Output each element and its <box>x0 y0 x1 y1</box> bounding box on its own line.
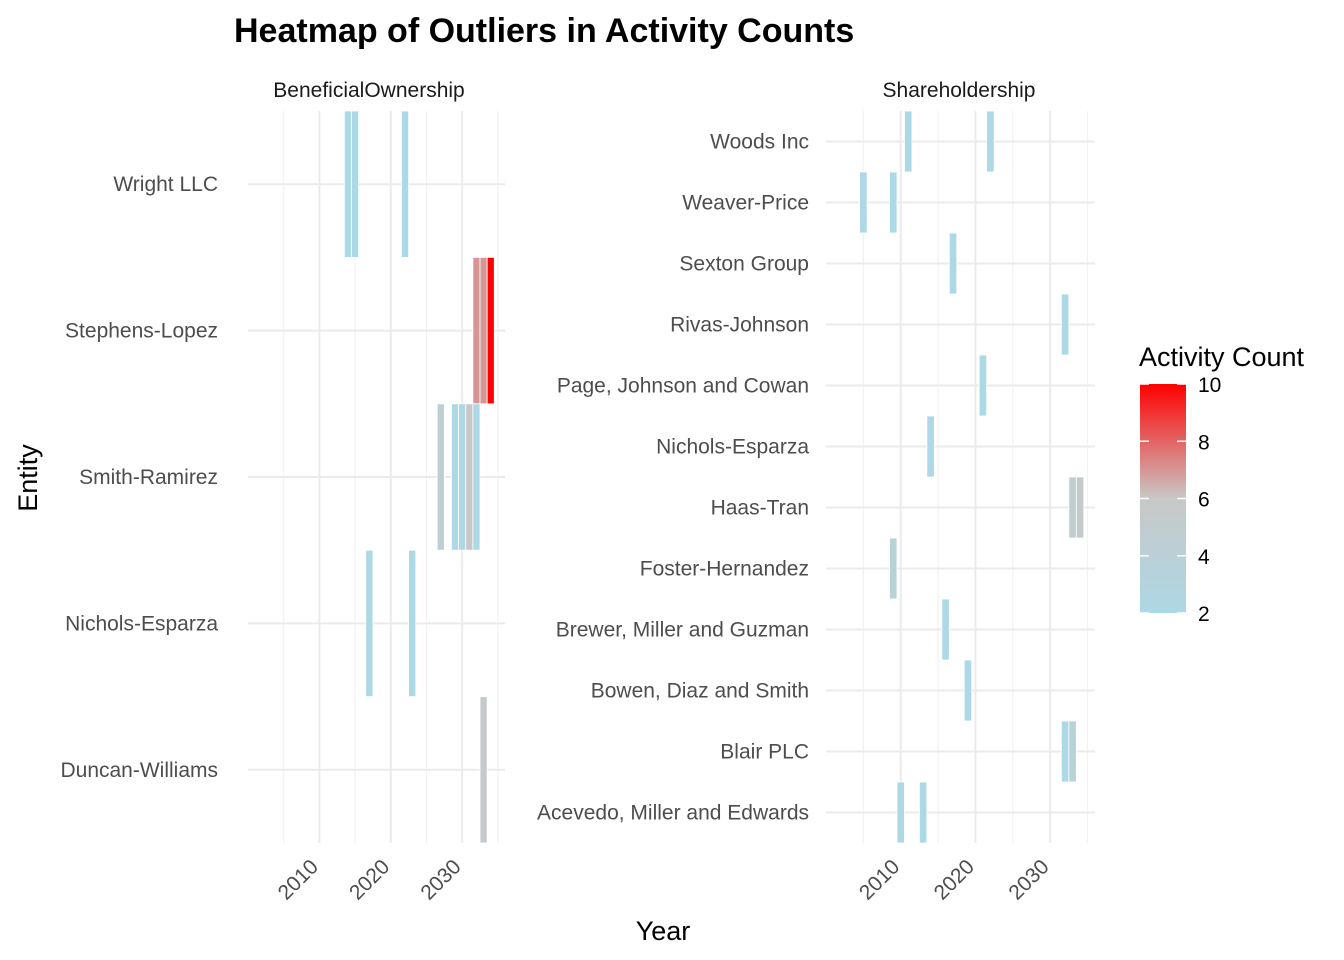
legend: Activity Count 2 4 6 8 10 <box>1139 342 1305 626</box>
y-tick-label: Brewer, Miller and Guzman <box>556 619 809 642</box>
heatmap-cell <box>941 598 950 661</box>
heatmap-cell <box>1075 476 1085 539</box>
heatmap-cell <box>365 549 374 698</box>
x-tick-label: 2010 <box>855 855 904 904</box>
legend-tick-label: 2 <box>1198 603 1210 626</box>
chart-title: Heatmap of Outliers in Activity Counts <box>234 12 854 50</box>
y-tick-label: Haas-Tran <box>711 497 809 520</box>
legend-ticks: 2 4 6 8 10 <box>1140 374 1221 626</box>
grid-lines <box>826 111 1095 843</box>
legend-tick-label: 10 <box>1198 374 1221 397</box>
heatmap-cell <box>986 110 995 173</box>
legend-title: Activity Count <box>1139 342 1305 372</box>
panel-beneficialownership: BeneficialOwnership Duncan-Williams Nichol… <box>60 79 505 905</box>
heatmap-cell <box>889 537 898 600</box>
heatmap-cell <box>343 110 352 258</box>
panels: BeneficialOwnership Duncan-Williams Nichol… <box>60 79 1095 905</box>
y-tick-label: Smith-Ramirez <box>79 466 218 489</box>
panel-shareholdership: Shareholdership Acevedo, Miller and Edwar… <box>537 79 1095 905</box>
heatmap-cell <box>408 549 417 698</box>
y-tick-label: Foster-Hernandez <box>640 558 809 581</box>
y-tick-label: Bowen, Diaz and Smith <box>591 680 809 703</box>
heatmap-cell <box>948 232 958 295</box>
heatmap-cell <box>465 403 474 551</box>
heatmap-cell <box>978 354 988 417</box>
heatmap-cell <box>896 781 905 844</box>
x-axis-label: Year <box>636 916 691 946</box>
y-tick-label: Nichols-Esparza <box>656 436 809 459</box>
heatmap-cell <box>479 256 488 405</box>
heatmap-cell <box>401 110 410 258</box>
facet-label: BeneficialOwnership <box>273 79 464 102</box>
heatmap-cell <box>351 110 360 258</box>
legend-tick-label: 6 <box>1198 489 1210 512</box>
x-tick-label: 2020 <box>345 855 394 904</box>
y-tick-label: Rivas-Johnson <box>670 314 809 337</box>
heatmap-tiles <box>343 110 495 844</box>
y-tick-label: Stephens-Lopez <box>65 320 218 343</box>
heatmap-cell <box>458 403 467 551</box>
heatmap-cell <box>479 696 488 844</box>
y-tick-label: Acevedo, Miller and Edwards <box>537 802 809 825</box>
heatmap-cell <box>904 110 913 173</box>
heatmap-cell <box>889 171 898 234</box>
x-tick-label: 2030 <box>1004 855 1053 904</box>
legend-tick-label: 4 <box>1198 546 1210 569</box>
heatmap-cell <box>1060 720 1070 783</box>
x-tick-label: 2030 <box>416 855 465 904</box>
heatmap-tiles <box>859 110 1085 844</box>
y-tick-label: Sexton Group <box>679 253 809 276</box>
y-tick-label: Wright LLC <box>113 173 218 196</box>
heatmap-cell <box>436 403 445 551</box>
heatmap-cell <box>486 256 495 405</box>
y-tick-label: Blair PLC <box>720 741 809 764</box>
y-tick-label: Duncan-Williams <box>60 759 218 782</box>
heatmap-cell <box>859 171 868 234</box>
heatmap-cell <box>1060 293 1070 356</box>
heatmap-cell <box>472 256 481 405</box>
y-tick-label: Weaver-Price <box>682 192 809 215</box>
heatmap-cell <box>919 781 928 844</box>
heatmap-cell <box>963 659 973 722</box>
y-tick-label: Woods Inc <box>710 131 809 154</box>
x-tick-label: 2010 <box>274 855 323 904</box>
heatmap-cell <box>472 403 481 551</box>
y-axis-label: Entity <box>13 444 43 512</box>
legend-tick-label: 8 <box>1198 431 1210 454</box>
heatmap-cell <box>451 403 459 551</box>
y-tick-label: Page, Johnson and Cowan <box>557 375 809 398</box>
facet-label: Shareholdership <box>883 79 1036 102</box>
heatmap-cell <box>926 415 935 478</box>
heatmap-cell <box>1068 476 1077 539</box>
heatmap-cell <box>1068 720 1077 783</box>
x-tick-label: 2020 <box>930 855 979 904</box>
y-tick-label: Nichols-Esparza <box>65 612 218 635</box>
